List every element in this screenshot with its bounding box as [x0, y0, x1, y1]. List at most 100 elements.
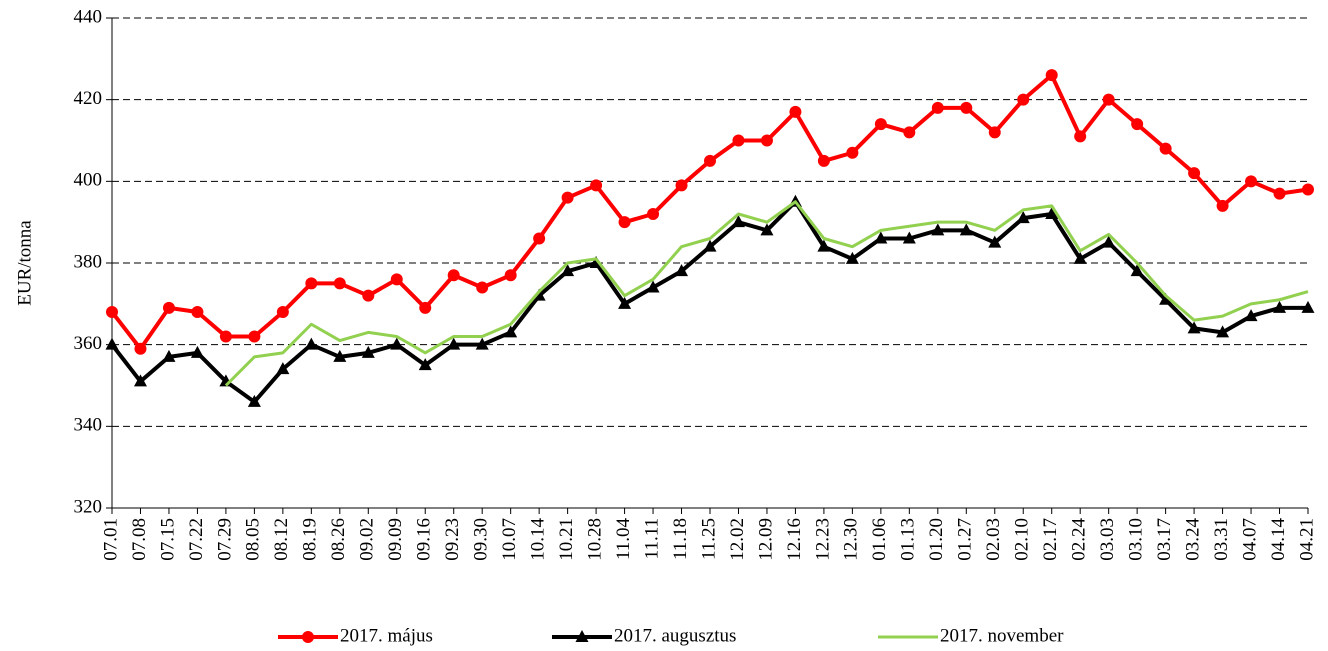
- x-tick-label: 11.11: [641, 518, 662, 559]
- x-tick-label: 04.07: [1239, 518, 1260, 561]
- series-marker: [845, 251, 859, 264]
- series-marker: [1074, 130, 1087, 143]
- x-tick-label: 03.10: [1126, 518, 1147, 561]
- x-tick-label: 01.13: [898, 518, 919, 561]
- y-tick-label: 380: [74, 251, 103, 272]
- series-marker: [561, 264, 575, 277]
- series-marker: [305, 277, 318, 290]
- x-tick-label: 08.12: [271, 518, 292, 561]
- y-tick-label: 320: [74, 496, 103, 517]
- series-marker: [903, 126, 916, 139]
- series-marker: [1187, 321, 1201, 334]
- series-marker: [191, 306, 204, 318]
- series-marker: [1016, 211, 1030, 224]
- series-marker: [504, 269, 517, 282]
- x-tick-label: 03.17: [1154, 518, 1175, 561]
- series-marker: [618, 296, 632, 309]
- x-tick-label: 10.07: [499, 518, 520, 561]
- x-tick-label: 03.24: [1182, 518, 1203, 561]
- x-tick-label: 08.05: [243, 518, 264, 561]
- x-tick-label: 09.23: [442, 518, 463, 561]
- series-marker: [731, 215, 745, 228]
- x-tick-label: 09.30: [471, 518, 492, 561]
- series-marker: [647, 208, 660, 220]
- series-marker: [760, 223, 774, 236]
- x-tick-label: 02.03: [983, 518, 1004, 561]
- x-tick-label: 02.10: [1012, 518, 1033, 561]
- x-tick-label: 07.15: [157, 518, 178, 561]
- series-line: [224, 200, 1309, 387]
- series-marker: [988, 235, 1002, 248]
- series-marker: [419, 301, 432, 314]
- series-marker: [418, 358, 432, 371]
- x-tick-label: 02.24: [1069, 518, 1090, 561]
- series-marker: [1245, 175, 1258, 188]
- x-tick-label: 11.18: [670, 518, 691, 560]
- x-tick-label: 01.06: [869, 518, 890, 561]
- x-tick-label: 12.23: [812, 518, 833, 561]
- series-marker: [959, 223, 973, 236]
- series-marker: [817, 239, 831, 252]
- x-tick-label: 09.16: [414, 518, 435, 561]
- x-tick-label: 08.19: [300, 518, 321, 561]
- series-marker: [1130, 264, 1144, 277]
- series-marker: [276, 306, 289, 318]
- series-marker: [732, 134, 745, 147]
- series-marker: [760, 134, 773, 147]
- series-marker: [646, 280, 660, 293]
- series-marker: [1273, 300, 1287, 313]
- series-marker: [1045, 207, 1059, 219]
- series-marker: [1273, 187, 1286, 200]
- x-tick-label: 10.28: [584, 518, 605, 561]
- series-marker: [1216, 199, 1229, 212]
- series-marker: [874, 118, 887, 131]
- series-marker: [133, 374, 147, 387]
- y-tick-label: 440: [74, 6, 103, 27]
- x-tick-label: 04.14: [1268, 518, 1289, 561]
- x-tick-label: 11.25: [698, 518, 719, 560]
- series-marker: [533, 232, 546, 245]
- legend-marker: [302, 631, 314, 643]
- series-marker: [1102, 235, 1116, 248]
- y-tick-label: 400: [74, 170, 103, 191]
- series-marker: [532, 288, 546, 301]
- series-marker: [247, 394, 261, 407]
- series-marker: [675, 179, 688, 192]
- x-tick-label: 09.02: [357, 518, 378, 561]
- series-marker: [988, 126, 1001, 139]
- x-tick-label: 10.14: [528, 518, 549, 561]
- series-marker: [390, 273, 403, 286]
- series-marker: [1159, 142, 1172, 155]
- y-tick-label: 420: [74, 88, 103, 109]
- series-marker: [1073, 251, 1087, 264]
- series-marker: [704, 154, 716, 167]
- x-tick-label: 09.09: [385, 518, 406, 561]
- series-marker: [248, 330, 261, 343]
- series-marker: [1188, 167, 1201, 180]
- x-tick-label: 01.20: [926, 518, 947, 561]
- y-tick-label: 340: [74, 415, 103, 436]
- series-marker: [276, 362, 290, 375]
- series-marker: [1102, 93, 1115, 106]
- x-tick-label: 03.03: [1097, 518, 1118, 561]
- x-tick-label: 04.21: [1296, 518, 1317, 561]
- series-marker: [960, 101, 973, 114]
- series-marker: [1045, 69, 1058, 82]
- x-tick-label: 07.08: [129, 518, 150, 561]
- y-tick-label: 360: [74, 333, 103, 354]
- legend-label: 2017. augusztus: [614, 625, 736, 646]
- x-tick-label: 03.31: [1211, 518, 1232, 561]
- series-marker: [703, 239, 717, 252]
- series-marker: [789, 105, 802, 118]
- series-marker: [561, 191, 574, 204]
- x-tick-label: 11.04: [613, 518, 634, 561]
- series-marker: [190, 345, 204, 358]
- x-tick-label: 07.22: [186, 518, 207, 561]
- y-axis-label: EUR/tonna: [14, 220, 35, 306]
- series-marker: [931, 223, 945, 236]
- series-marker: [362, 289, 375, 302]
- series-marker: [219, 330, 232, 343]
- series-marker: [333, 349, 347, 362]
- legend-label: 2017. május: [340, 625, 433, 646]
